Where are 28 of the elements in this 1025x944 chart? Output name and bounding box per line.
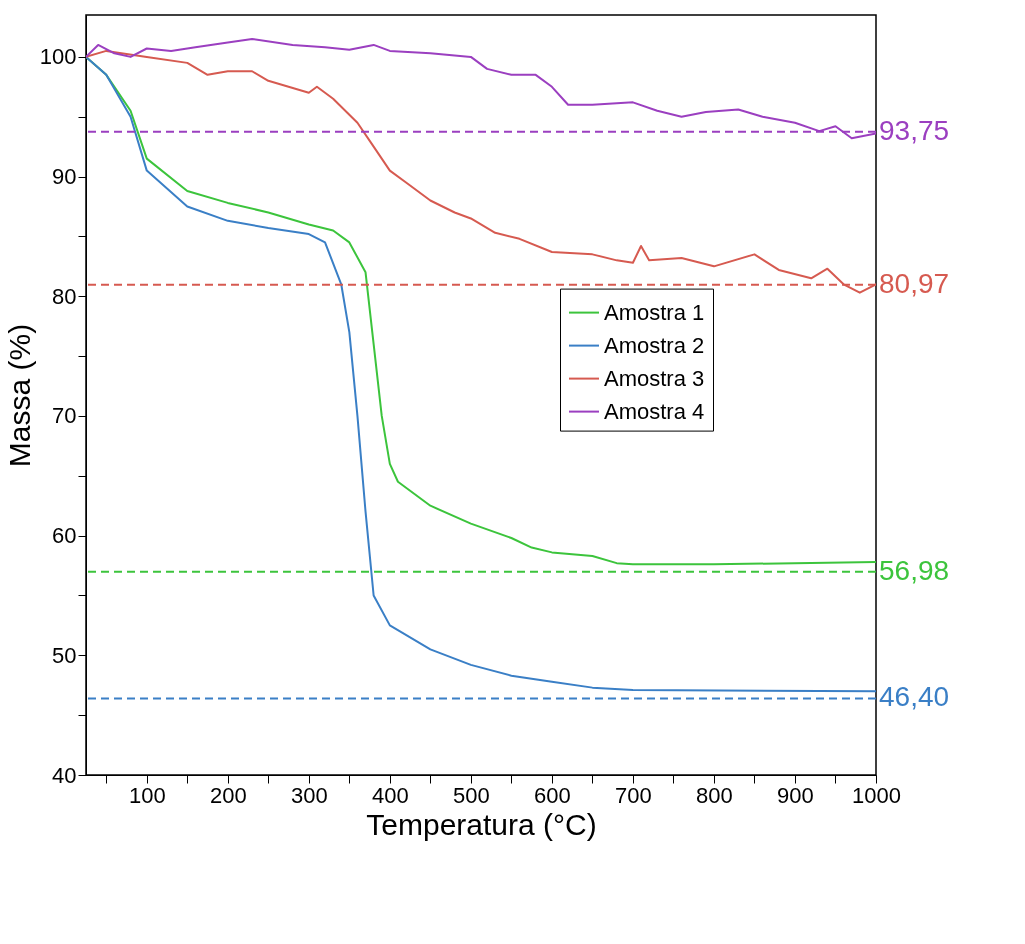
legend-label: Amostra 4: [604, 398, 705, 424]
y-tick-label: 80: [52, 283, 77, 309]
y-tick-label: 50: [52, 642, 77, 668]
legend-label: Amostra 1: [604, 299, 705, 325]
x-tick-label: 1000: [852, 782, 901, 808]
ref-line-label: 46,40: [879, 681, 950, 713]
y-tick-label: 90: [52, 164, 77, 190]
y-tick-label: 60: [52, 523, 77, 549]
legend-label: Amostra 3: [604, 365, 705, 391]
y-tick-label: 70: [52, 403, 77, 429]
x-tick-label: 300: [290, 782, 328, 808]
ref-line-label: 56,98: [879, 554, 950, 586]
x-tick-label: 500: [453, 782, 490, 808]
x-tick-label: 100: [128, 782, 166, 808]
x-tick-label: 900: [777, 782, 814, 808]
x-axis-title: Temperatura (°C): [366, 807, 597, 841]
y-axis-title: Massa (%): [2, 323, 36, 468]
y-tick-label: 100: [39, 44, 77, 70]
x-tick-label: 800: [696, 782, 733, 808]
x-tick-label: 700: [615, 782, 652, 808]
ref-line-label: 80,97: [879, 267, 950, 299]
x-tick-label: 200: [209, 782, 247, 808]
ref-line-label: 93,75: [879, 114, 950, 146]
y-tick-label: 40: [52, 762, 77, 788]
x-tick-label: 600: [534, 782, 571, 808]
x-tick-label: 400: [371, 782, 409, 808]
legend-label: Amostra 2: [604, 332, 705, 358]
line-series: [86, 55, 876, 693]
